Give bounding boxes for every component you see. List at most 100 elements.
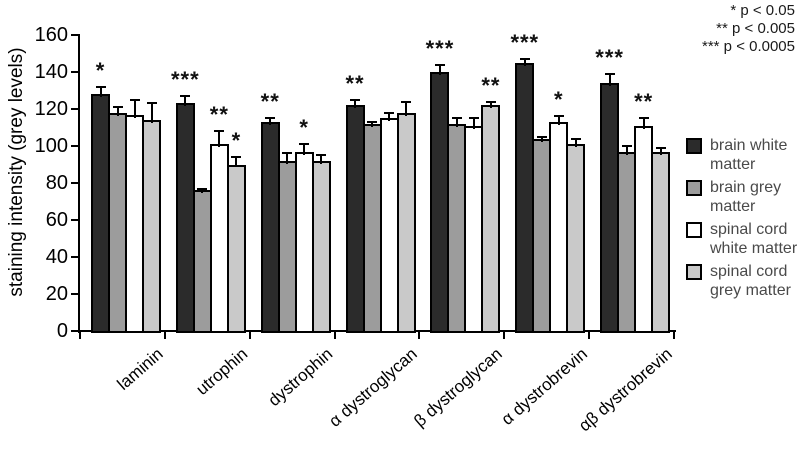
error-bar-stem xyxy=(388,112,391,122)
error-bar-stem xyxy=(489,101,492,109)
error-bar-cap xyxy=(367,120,378,123)
error-bar-stem xyxy=(405,101,408,116)
error-bar-cap xyxy=(519,58,530,61)
x-tick xyxy=(248,332,251,339)
y-tick-label: 140 xyxy=(34,61,68,83)
error-bar-stem xyxy=(438,64,441,75)
x-tick xyxy=(588,332,591,339)
error-bar-stem xyxy=(540,136,543,142)
error-bar-cap xyxy=(180,95,191,98)
x-category-label-b-dystroglycan: β dystroglycan xyxy=(410,344,506,431)
bar-b-dystroglycan-spinal-cord-grey-matter xyxy=(481,105,501,333)
error-bar-cap xyxy=(604,72,615,75)
x-category-label-a-dystroglycan: α dystroglycan xyxy=(325,344,421,431)
error-bar-stem xyxy=(286,153,289,164)
legend-label: spinal cord white matter xyxy=(710,221,798,257)
error-bar-cap xyxy=(638,117,649,120)
error-bar-stem xyxy=(625,146,628,155)
y-tick xyxy=(71,108,78,110)
error-bar-stem xyxy=(235,157,238,168)
significance-stars: ** xyxy=(345,70,365,96)
legend-swatch-spinal-cord-grey-matter xyxy=(686,264,702,280)
error-bar-cap xyxy=(434,63,445,66)
error-bar-stem xyxy=(574,138,577,148)
error-bar-cap xyxy=(299,143,310,146)
bar-dystrophin-spinal-cord-grey-matter xyxy=(311,160,331,333)
significance-stars: ** xyxy=(209,102,229,128)
error-bar-cap xyxy=(468,117,479,120)
bar-a-dystroglycan-spinal-cord-grey-matter xyxy=(396,112,416,333)
y-axis-line xyxy=(78,34,80,333)
error-bar-cap xyxy=(570,137,581,140)
error-bar-cap xyxy=(316,154,327,157)
bar-laminin-spinal-cord-grey-matter xyxy=(142,120,161,333)
error-bar-stem xyxy=(642,118,645,129)
y-tick-label: 60 xyxy=(45,209,68,231)
x-category-label-utrophin: utrophin xyxy=(192,344,252,399)
error-bar-stem xyxy=(184,96,187,107)
error-bar-cap xyxy=(485,100,496,103)
x-tick xyxy=(673,332,675,339)
x-category-label-a-dystrobrevin: α dystrobrevin xyxy=(497,344,591,429)
y-tick-label: 120 xyxy=(34,98,68,120)
bar-utrophin-spinal-cord-grey-matter xyxy=(226,164,246,333)
y-tick-label: 0 xyxy=(56,320,68,342)
legend-label: spinal cord grey matter xyxy=(710,263,791,299)
significance-stars: * xyxy=(554,87,564,113)
error-bar-cap xyxy=(621,145,632,147)
significance-stars: *** xyxy=(510,30,540,56)
y-tick xyxy=(71,71,78,73)
y-tick-label: 20 xyxy=(45,283,68,305)
x-tick xyxy=(333,332,336,339)
error-bar-cap xyxy=(282,152,293,155)
error-bar-stem xyxy=(371,121,374,127)
error-bar-cap xyxy=(553,115,564,118)
y-tick-label: 80 xyxy=(45,172,68,194)
bar-ab-dystrobrevin-spinal-cord-grey-matter xyxy=(651,151,671,333)
error-bar-stem xyxy=(523,59,526,66)
legend-label: brain white matter xyxy=(710,137,788,173)
x-category-label-dystrophin: dystrophin xyxy=(264,344,336,411)
error-bar-stem xyxy=(201,188,204,194)
error-bar-cap xyxy=(231,156,242,159)
y-tick-label: 40 xyxy=(45,246,68,268)
x-tick xyxy=(163,332,166,339)
significance-stars: ** xyxy=(260,89,280,115)
error-bar-stem xyxy=(150,103,153,124)
y-tick-label: 160 xyxy=(34,24,68,46)
x-tick xyxy=(418,332,421,339)
error-bar-cap xyxy=(536,135,547,138)
bar-a-dystrobrevin-spinal-cord-grey-matter xyxy=(566,144,586,333)
y-tick xyxy=(71,219,78,221)
y-tick-label: 100 xyxy=(34,135,68,157)
legend-item-brain-white-matter: brain white matter xyxy=(686,136,800,174)
significance-stars: *** xyxy=(425,35,455,61)
error-bar-cap xyxy=(655,146,666,149)
error-bar-stem xyxy=(303,144,306,155)
error-bar-stem xyxy=(133,99,136,118)
error-bar-stem xyxy=(218,131,221,148)
error-bar-cap xyxy=(197,187,208,190)
significance-stars: ** xyxy=(634,89,654,115)
legend-item-brain-grey-matter: brain grey matter xyxy=(686,178,800,216)
error-bar-cap xyxy=(146,102,157,105)
error-bar-stem xyxy=(116,107,119,116)
error-bar-stem xyxy=(659,147,662,155)
error-bar-cap xyxy=(214,130,225,133)
legend-label: brain grey matter xyxy=(710,179,782,215)
p-value-legend: * p < 0.05 ** p < 0.005 *** p < 0.0005 xyxy=(702,2,795,56)
significance-stars: ** xyxy=(481,72,501,98)
y-tick xyxy=(71,330,78,332)
error-bar-cap xyxy=(129,98,140,101)
x-tick xyxy=(79,332,81,339)
p-value-line: ** p < 0.005 xyxy=(716,20,795,37)
x-tick xyxy=(503,332,506,339)
error-bar-cap xyxy=(401,100,412,103)
error-bar-stem xyxy=(472,118,475,129)
y-tick xyxy=(71,256,78,258)
y-tick xyxy=(71,182,78,184)
error-bar-stem xyxy=(557,116,560,125)
legend-item-spinal-cord-white-matter: spinal cord white matter xyxy=(686,220,800,258)
legend-swatch-spinal-cord-white-matter xyxy=(686,222,702,238)
